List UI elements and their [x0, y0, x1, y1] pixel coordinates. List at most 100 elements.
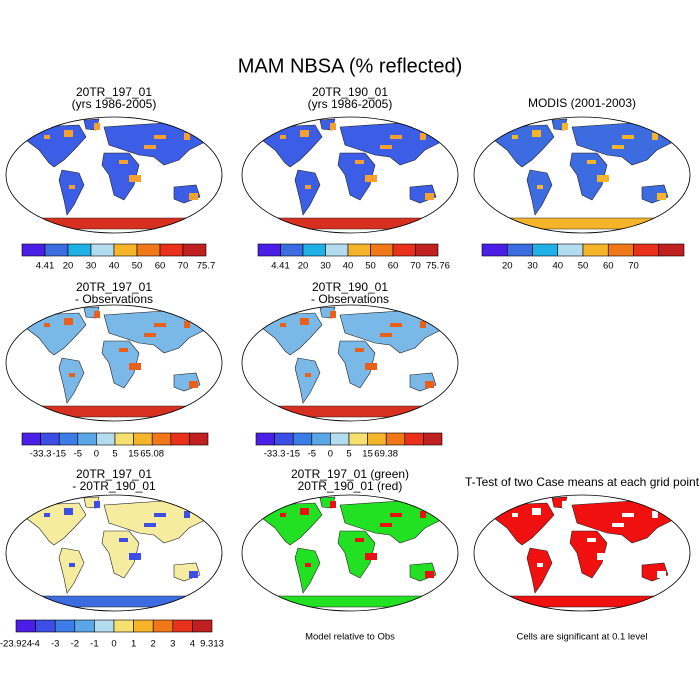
field-patch — [44, 513, 50, 517]
colorbar-label: -1 — [90, 639, 98, 650]
colorbar-segment — [54, 619, 76, 633]
map-frame — [5, 304, 223, 422]
colorbar-label: 40 — [552, 261, 563, 272]
colorbar-segment — [255, 432, 275, 446]
colorbar-segment — [423, 432, 443, 446]
field-patch — [154, 135, 166, 139]
field-patch — [69, 185, 75, 189]
field-patch — [119, 160, 128, 164]
colorbar-segment — [481, 243, 508, 257]
antarctica — [23, 217, 205, 230]
colorbar-segment — [392, 243, 416, 257]
colorbar-label: 30 — [527, 261, 538, 272]
field-patch — [622, 135, 634, 139]
field-patch — [532, 130, 541, 137]
colorbar-segment — [151, 432, 172, 446]
colorbar-segment — [311, 432, 331, 446]
colorbar-label: 70 — [410, 261, 421, 272]
field-patch — [184, 511, 190, 518]
panel-title: T-Test of two Case means at each grid po… — [465, 475, 700, 489]
field-patch — [380, 145, 392, 149]
colorbar-label: -15 — [286, 449, 300, 460]
field-patch — [425, 381, 434, 388]
field-patch — [129, 175, 141, 182]
field-patch — [612, 523, 624, 527]
map — [241, 116, 459, 234]
continent — [294, 547, 321, 594]
colorbar-segment — [44, 243, 69, 257]
land — [23, 306, 210, 418]
field-patch — [612, 145, 624, 149]
colorbar-segment — [347, 243, 371, 257]
field-patch — [622, 513, 634, 517]
field-patch — [44, 323, 50, 327]
continent — [101, 530, 140, 579]
field-patch — [330, 311, 336, 318]
land — [23, 118, 210, 230]
field-patch — [537, 563, 543, 567]
field-patch — [94, 123, 100, 130]
field-patch — [365, 363, 377, 370]
field-patch — [300, 318, 309, 325]
colorbar-label: 0 — [94, 449, 99, 460]
colorbar-label: 30 — [320, 261, 331, 272]
colorbar-label: 50 — [132, 261, 143, 272]
map-frame — [241, 494, 459, 612]
field-patch — [330, 501, 336, 508]
field-patch — [129, 553, 141, 560]
field-patch — [420, 511, 426, 518]
colorbar-label: 0 — [328, 449, 333, 460]
colorbar-label: 40 — [109, 261, 120, 272]
colorbar-label: -15 — [52, 449, 66, 460]
continent — [337, 530, 376, 579]
map — [473, 116, 691, 234]
field-patch — [420, 133, 426, 140]
panel-note: Model relative to Obs — [305, 632, 395, 643]
antarctica — [23, 595, 205, 608]
antarctica — [259, 217, 441, 230]
field-patch — [587, 160, 596, 164]
field-patch — [189, 193, 198, 200]
colorbar-segment — [170, 432, 190, 446]
map — [473, 494, 691, 612]
colorbar-segment — [274, 432, 294, 446]
map — [5, 494, 223, 612]
colorbar-segment — [40, 432, 60, 446]
colorbar-segment — [658, 243, 685, 257]
colorbar-label: -5 — [74, 449, 82, 460]
field-patch — [532, 508, 541, 515]
colorbar-segment — [557, 243, 584, 257]
colorbar-label: 40 — [343, 261, 354, 272]
colorbar-segment — [114, 432, 134, 446]
colorbar-label: 4 — [190, 639, 195, 650]
panel-title: 20TR_197_01 — [76, 467, 152, 481]
colorbar-label: 15 — [128, 449, 139, 460]
colorbar-segment — [325, 243, 349, 257]
continent — [101, 152, 140, 201]
colorbar-segment — [21, 432, 41, 446]
colorbar-label: 9.313 — [200, 639, 224, 650]
field-patch — [94, 311, 100, 318]
continent — [58, 547, 85, 594]
colorbar-label: 15 — [362, 449, 373, 460]
colorbar-segment — [280, 243, 304, 257]
field-patch — [652, 511, 658, 518]
colorbar-label: 50 — [365, 261, 376, 272]
colorbar-segment — [133, 432, 153, 446]
colorbar-segment — [113, 243, 138, 257]
field-patch — [154, 323, 166, 327]
colorbar-label: 70 — [628, 261, 639, 272]
antarctica — [491, 595, 673, 608]
colorbar-segment — [182, 243, 207, 257]
field-patch — [380, 333, 392, 337]
field-patch — [280, 323, 286, 327]
colorbar-segment — [35, 619, 56, 633]
colorbar-label: 75.76 — [426, 261, 450, 272]
figure-title: MAM NBSA (% reflected) — [238, 55, 463, 77]
field-patch — [64, 508, 73, 515]
colorbar-label: 0 — [111, 639, 116, 650]
colorbar-label: 2 — [151, 639, 156, 650]
field-patch — [280, 513, 286, 517]
colorbar-segment — [90, 243, 115, 257]
